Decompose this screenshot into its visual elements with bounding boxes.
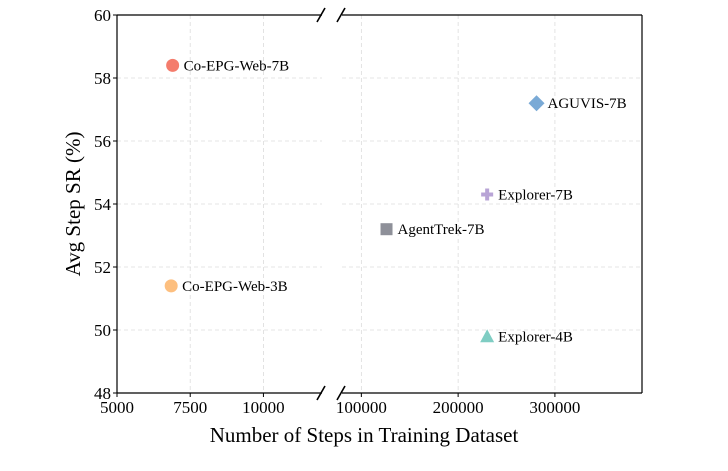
point-aguvis-7b <box>528 95 545 112</box>
point-co-epg-web-7b <box>166 58 180 72</box>
point-label: Co-EPG-Web-7B <box>184 58 289 74</box>
x-tick-label: 200000 <box>433 398 484 417</box>
y-tick-label: 54 <box>94 195 112 214</box>
point-agenttrek-7b <box>380 223 393 236</box>
point-label: Explorer-4B <box>498 329 573 345</box>
point-co-epg-web-3b <box>164 279 178 293</box>
y-tick-label: 50 <box>94 321 111 340</box>
y-tick-label: 56 <box>94 132 111 151</box>
point-explorer-4b <box>480 329 495 343</box>
y-axis-label: Avg Step SR (%) <box>61 132 85 277</box>
x-axis-label: Number of Steps in Training Dataset <box>210 423 519 447</box>
point-label: AgentTrek-7B <box>398 222 485 238</box>
axis-break-mark <box>316 385 326 401</box>
y-tick-label: 52 <box>94 258 111 277</box>
point-label: Explorer-7B <box>498 188 573 204</box>
axis-break-mark <box>336 385 346 401</box>
point-label: Co-EPG-Web-3B <box>182 279 287 295</box>
axis-break-mark <box>316 7 326 23</box>
x-tick-label: 5000 <box>100 398 134 417</box>
x-tick-label: 300000 <box>529 398 580 417</box>
x-tick-label: 10000 <box>242 398 285 417</box>
y-tick-label: 60 <box>94 6 111 25</box>
x-tick-label: 100000 <box>336 398 387 417</box>
y-tick-label: 48 <box>94 384 111 403</box>
x-tick-label: 7500 <box>173 398 207 417</box>
y-tick-label: 58 <box>94 69 111 88</box>
point-explorer-7b <box>481 188 494 201</box>
point-label: AGUVIS-7B <box>548 96 627 112</box>
axis-break-mark <box>336 7 346 23</box>
